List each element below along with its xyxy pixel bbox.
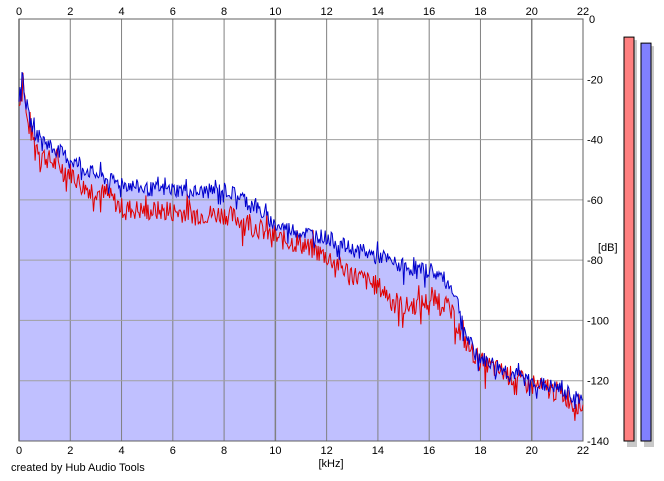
y-tick-label--120: -120	[587, 376, 609, 388]
grid	[18, 18, 584, 442]
level-meters	[623, 36, 654, 447]
x-tick-bottom-22: 22	[577, 445, 589, 457]
series-line-2	[18, 72, 584, 409]
x-tick-top-0: 0	[16, 6, 22, 18]
series-line-1	[18, 72, 584, 421]
x-tick-top-2: 2	[67, 6, 73, 18]
x-tick-top-8: 8	[221, 6, 227, 18]
level-meter-2	[640, 42, 652, 442]
y-tick-label--100: -100	[587, 315, 609, 327]
x-tick-bottom-8: 8	[221, 445, 227, 457]
x-tick-top-4: 4	[118, 6, 124, 18]
y-tick-labels: 0 -20 -40 -60 -80 -100 -120 -140	[587, 14, 609, 448]
series-lines	[18, 72, 584, 421]
credit-text: created by Hub Audio Tools	[11, 462, 145, 474]
y-tick-label-0: 0	[589, 14, 595, 26]
plot-border	[18, 18, 584, 442]
x-tick-bottom-0: 0	[16, 445, 22, 457]
level-meter-1	[623, 36, 635, 442]
x-tick-top-14: 14	[372, 6, 384, 18]
x-tick-top-6: 6	[170, 6, 176, 18]
y-axis-label: [dB]	[598, 242, 618, 254]
y-tick-label--140: -140	[587, 436, 609, 448]
y-tick-label--40: -40	[587, 135, 603, 147]
x-tick-top-16: 16	[423, 6, 435, 18]
x-tick-labels-top: 0 2 4 6 8 10 12 14 16 18 20 22	[16, 6, 589, 18]
x-tick-bottom-6: 6	[170, 445, 176, 457]
x-tick-labels-bottom: 0 2 4 6 8 10 12 14 16 18 20 22	[16, 445, 589, 457]
x-tick-top-10: 10	[269, 6, 281, 18]
x-tick-top-18: 18	[474, 6, 486, 18]
spectrum-fill	[19, 72, 583, 441]
y-tick-label--60: -60	[587, 195, 603, 207]
x-tick-bottom-16: 16	[423, 445, 435, 457]
x-tick-top-12: 12	[321, 6, 333, 18]
x-tick-bottom-4: 4	[118, 445, 124, 457]
x-tick-bottom-14: 14	[372, 445, 384, 457]
x-axis-label: [kHz]	[318, 458, 343, 470]
x-tick-bottom-10: 10	[269, 445, 281, 457]
x-tick-bottom-20: 20	[526, 445, 538, 457]
x-tick-bottom-18: 18	[474, 445, 486, 457]
x-tick-bottom-2: 2	[67, 445, 73, 457]
y-tick-label--80: -80	[587, 255, 603, 267]
y-tick-label--20: -20	[587, 74, 603, 86]
x-tick-bottom-12: 12	[321, 445, 333, 457]
x-tick-top-22: 22	[577, 6, 589, 18]
x-tick-top-20: 20	[526, 6, 538, 18]
spectrum-fill-area	[19, 72, 583, 441]
